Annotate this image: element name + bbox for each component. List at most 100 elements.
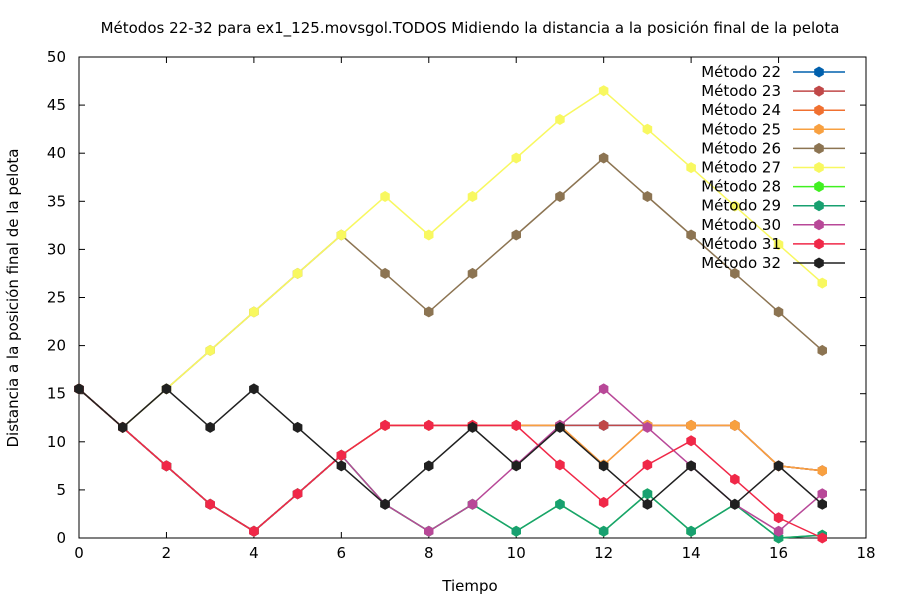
data-point <box>817 344 827 356</box>
y-axis-label: Distancia a la posición final de la pelo… <box>4 148 22 447</box>
y-tick-label: 50 <box>47 48 66 66</box>
data-point <box>773 239 784 251</box>
data-point <box>336 229 347 241</box>
data-point <box>467 421 478 433</box>
y-tick-label: 40 <box>47 144 66 162</box>
legend-entry: Método 26 <box>701 139 845 157</box>
legend-entry: Método 32 <box>701 254 845 272</box>
data-point <box>511 152 521 164</box>
data-point <box>598 496 609 508</box>
data-point <box>686 419 696 431</box>
series-line <box>78 388 823 539</box>
legend-label: Método 25 <box>701 120 781 138</box>
y-tick-label: 0 <box>56 529 66 547</box>
data-point <box>205 498 215 510</box>
legend-swatch-marker <box>814 257 824 269</box>
x-tick-label: 2 <box>162 544 172 562</box>
chart-title: Métodos 22-32 para ex1_125.movsgol.TODOS… <box>101 19 840 38</box>
y-tick-label: 45 <box>47 96 66 114</box>
data-point <box>380 191 390 202</box>
data-point <box>424 306 434 318</box>
data-point <box>511 460 521 472</box>
data-point <box>730 498 740 510</box>
legend-swatch-marker <box>814 200 824 212</box>
legend-label: Método 29 <box>701 197 781 215</box>
data-point <box>249 306 259 318</box>
x-tick-label: 16 <box>769 544 788 562</box>
data-point <box>686 162 696 174</box>
data-point <box>642 191 653 202</box>
y-tick-label: 15 <box>47 385 66 403</box>
data-point <box>686 229 696 241</box>
data-point <box>730 419 740 431</box>
series-line <box>78 387 823 506</box>
data-point <box>511 229 521 241</box>
legend-label: Método 28 <box>701 178 781 196</box>
data-point <box>467 267 478 279</box>
data-point <box>467 498 478 510</box>
legend-entry: Método 22 <box>701 63 845 81</box>
data-point <box>686 435 696 447</box>
x-tick-label: 12 <box>594 544 613 562</box>
data-point <box>74 383 84 395</box>
data-point <box>730 200 740 212</box>
data-point <box>249 525 259 537</box>
data-point <box>773 525 784 537</box>
data-point <box>817 465 827 477</box>
x-axis-label: Tiempo <box>441 577 497 595</box>
data-point <box>555 498 565 510</box>
series-layer <box>74 85 827 544</box>
data-point <box>555 191 565 202</box>
y-tick-label: 30 <box>47 240 66 258</box>
y-tick-label: 25 <box>47 289 66 307</box>
data-point <box>730 267 740 279</box>
data-point <box>467 191 478 202</box>
series-6 <box>74 85 827 433</box>
legend-entry: Método 28 <box>701 178 845 196</box>
legend-swatch-marker <box>814 219 824 231</box>
data-point <box>118 421 128 433</box>
data-point <box>424 419 434 431</box>
data-point <box>598 152 609 164</box>
data-point <box>424 460 434 472</box>
legend-swatch-marker <box>814 142 824 154</box>
legend-swatch-marker <box>814 85 824 97</box>
data-point <box>336 460 347 472</box>
data-point <box>205 421 215 433</box>
data-point <box>598 460 609 472</box>
data-point <box>773 512 784 524</box>
data-point <box>598 383 609 395</box>
data-point <box>598 85 609 97</box>
legend-entry: Método 29 <box>701 197 845 215</box>
data-point <box>336 449 347 461</box>
legend-entry: Método 23 <box>701 82 845 100</box>
data-point <box>642 421 653 433</box>
data-point <box>555 421 565 433</box>
data-point <box>817 277 827 289</box>
data-point <box>773 460 784 472</box>
x-tick-label: 18 <box>856 544 875 562</box>
legend-label: Método 32 <box>701 254 781 272</box>
legend-swatch-marker <box>814 238 824 250</box>
data-point <box>249 383 259 395</box>
data-point <box>555 114 565 125</box>
legend-swatch-marker <box>814 181 824 193</box>
data-point <box>380 498 390 510</box>
x-tick-label: 4 <box>249 544 259 562</box>
data-point <box>642 459 653 471</box>
data-point <box>161 383 172 395</box>
legend-entry: Método 27 <box>701 159 845 177</box>
x-tick-label: 8 <box>424 544 434 562</box>
legend-label: Método 27 <box>701 159 781 177</box>
series-line <box>78 388 823 539</box>
data-point <box>424 229 434 241</box>
data-point <box>642 123 653 135</box>
legend-entry: Método 24 <box>701 101 845 119</box>
legend-entry: Método 25 <box>701 120 845 138</box>
data-point <box>730 473 740 485</box>
data-point <box>292 421 303 433</box>
x-tick-label: 0 <box>74 544 84 562</box>
legend-label: Método 31 <box>701 235 781 253</box>
